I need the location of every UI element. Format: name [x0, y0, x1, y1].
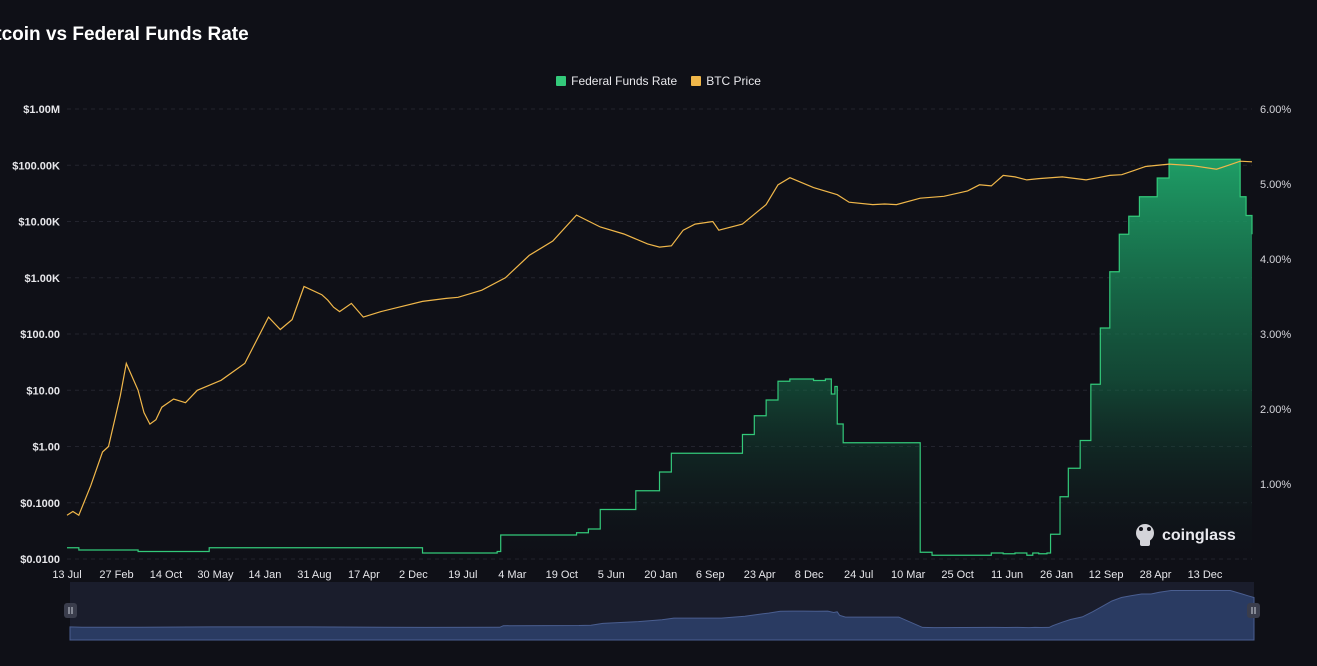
navigator-left-handle[interactable] [64, 603, 77, 618]
x-axis-tick-label: 30 May [197, 569, 234, 581]
x-axis-tick-label: 8 Dec [795, 569, 824, 581]
right-axis-tick-label: 1.00% [1260, 479, 1291, 491]
left-axis: $1.00M $100.00K $10.00K $1.00K $100.00 $10.00… [12, 104, 60, 566]
left-axis-tick-label: $100.00K [12, 160, 60, 172]
range-navigator[interactable] [64, 582, 1260, 641]
x-axis-tick-label: 14 Oct [150, 569, 182, 581]
right-axis: 6.00% 5.00% 4.00% 3.00% 2.00% 1.00% [1260, 104, 1291, 491]
x-axis: 13 Jul 27 Feb 14 Oct 30 May 14 Jan 31 Aug 17 A… [52, 569, 1223, 581]
x-axis-tick-label: 5 Jun [598, 569, 625, 581]
legend-swatch-btc [691, 76, 702, 86]
x-axis-tick-label: 13 Dec [1188, 569, 1223, 581]
navigator-series [69, 590, 1255, 641]
left-axis-tick-label: $1.00K [25, 273, 61, 285]
left-axis-tick-label: $100.00 [20, 329, 60, 341]
x-axis-tick-label: 12 Sep [1089, 569, 1124, 581]
x-axis-tick-label: 6 Sep [696, 569, 725, 581]
watermark: coinglass [1136, 524, 1236, 546]
left-axis-tick-label: $10.00 [26, 385, 60, 397]
left-axis-tick-label: $1.00M [23, 104, 60, 116]
x-axis-tick-label: 19 Jul [448, 569, 477, 581]
left-axis-tick-label: $10.00K [18, 217, 60, 229]
x-axis-tick-label: 13 Jul [52, 569, 81, 581]
x-axis-tick-label: 19 Oct [546, 569, 578, 581]
x-axis-tick-label: 23 Apr [744, 569, 776, 581]
series-layer [66, 158, 1253, 559]
right-axis-tick-label: 5.00% [1260, 179, 1291, 191]
right-axis-tick-label: 2.00% [1260, 404, 1291, 416]
x-axis-tick-label: 17 Apr [348, 569, 380, 581]
x-axis-tick-label: 4 Mar [498, 569, 526, 581]
x-axis-tick-label: 28 Apr [1140, 569, 1172, 581]
legend-swatch-ffr [556, 76, 567, 86]
coinglass-logo-icon [1136, 524, 1154, 546]
btc-price-line [66, 160, 1253, 517]
right-axis-tick-label: 4.00% [1260, 254, 1291, 266]
x-axis-tick-label: 2 Dec [399, 569, 428, 581]
legend-label-ffr: Federal Funds Rate [571, 74, 678, 88]
chart-legend: Federal Funds Rate BTC Price [0, 74, 1317, 88]
legend-item-btc[interactable]: BTC Price [691, 74, 761, 88]
chart-title: itcoin vs Federal Funds Rate [0, 24, 249, 45]
x-axis-tick-label: 25 Oct [941, 569, 973, 581]
x-axis-tick-label: 27 Feb [99, 569, 133, 581]
left-axis-tick-label: $0.1000 [20, 498, 60, 510]
legend-label-btc: BTC Price [706, 74, 761, 88]
right-axis-tick-label: 6.00% [1260, 104, 1291, 116]
x-axis-tick-label: 24 Jul [844, 569, 873, 581]
x-axis-tick-label: 20 Jan [644, 569, 677, 581]
watermark-text: coinglass [1162, 527, 1236, 544]
ffr-line [67, 158, 1253, 556]
ffr-area [67, 159, 1252, 559]
legend-item-ffr[interactable]: Federal Funds Rate [556, 74, 677, 88]
x-axis-tick-label: 26 Jan [1040, 569, 1073, 581]
navigator-right-handle[interactable] [1247, 603, 1260, 618]
left-axis-tick-label: $0.0100 [20, 554, 60, 566]
right-axis-tick-label: 3.00% [1260, 329, 1291, 341]
left-axis-tick-label: $1.00 [32, 442, 60, 454]
x-axis-tick-label: 31 Aug [297, 569, 331, 581]
x-axis-tick-label: 14 Jan [248, 569, 281, 581]
x-axis-tick-label: 11 Jun [991, 569, 1023, 581]
x-axis-tick-label: 10 Mar [891, 569, 926, 581]
